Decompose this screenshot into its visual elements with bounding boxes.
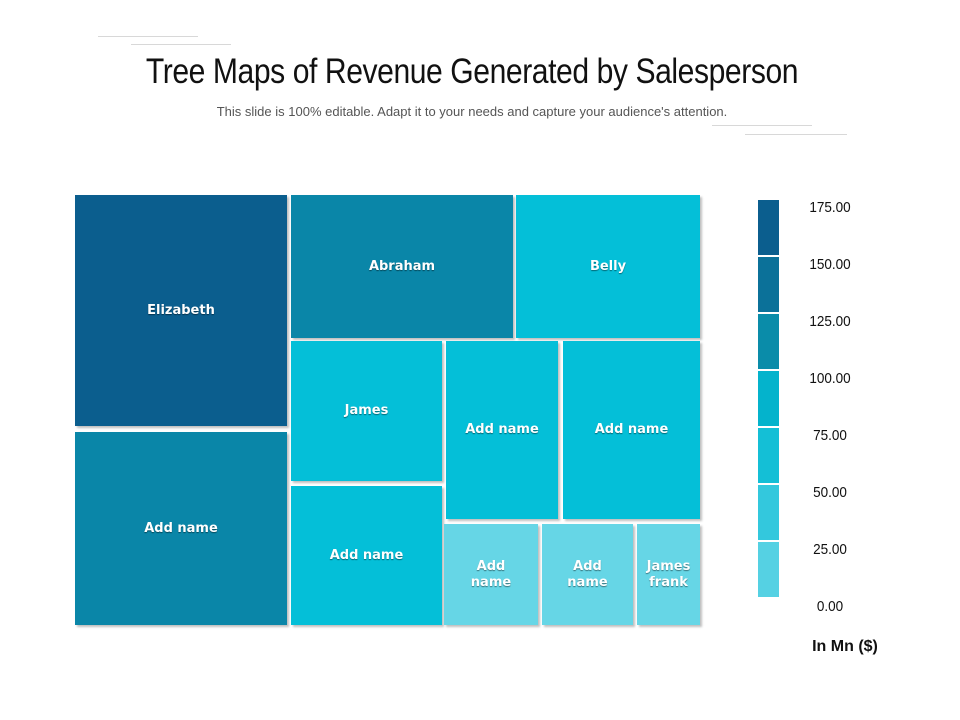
legend-tick-label: 175.00 — [809, 199, 851, 216]
treemap-tile: Add name — [542, 524, 633, 625]
legend-unit: In Mn ($) — [812, 638, 878, 655]
decor-line — [745, 134, 847, 135]
tile-label: Belly — [589, 258, 627, 274]
chart-subtitle: This slide is 100% editable. Adapt it to… — [216, 104, 728, 119]
tile-label: Add name — [144, 520, 218, 536]
legend-swatch — [758, 314, 779, 369]
treemap-tile: Add name — [291, 486, 442, 625]
legend-tick-label: 75.00 — [813, 427, 847, 444]
legend-tick-label: 125.00 — [809, 313, 851, 330]
tile-label: Elizabeth — [147, 302, 215, 318]
treemap-tile: Add name — [446, 341, 558, 519]
treemap-tile: Add name — [75, 432, 287, 625]
treemap-tile: Belly — [516, 195, 700, 338]
tile-label: Add name — [567, 558, 608, 590]
treemap-tile: Elizabeth — [75, 195, 287, 426]
decor-line — [131, 44, 231, 45]
treemap-tile: James — [291, 341, 442, 481]
treemap-tile: Add name — [444, 524, 538, 625]
legend-tick-label: 0.00 — [816, 598, 844, 615]
tile-label: Abraham — [368, 258, 436, 274]
tile-label: Add name — [465, 422, 539, 437]
tile-label: Add name — [470, 558, 512, 590]
tile-label: Add name — [329, 547, 404, 563]
tile-label: James frank — [646, 558, 691, 590]
tile-label: Add name — [594, 422, 669, 437]
legend-tick-label: 150.00 — [809, 256, 851, 273]
legend-tick-label: 25.00 — [813, 541, 847, 558]
legend-swatch — [758, 485, 779, 540]
legend-swatch — [758, 542, 779, 597]
treemap-tile: Add name — [563, 341, 700, 519]
legend-swatch — [758, 200, 779, 255]
legend-swatch — [758, 257, 779, 312]
legend-tick-label: 50.00 — [813, 484, 847, 501]
legend-swatch — [758, 428, 779, 483]
decor-line — [712, 125, 812, 126]
treemap-tile: James frank — [637, 524, 700, 625]
legend-swatch — [758, 371, 779, 426]
legend-tick-label: 100.00 — [809, 370, 851, 387]
chart-title: Tree Maps of Revenue Generated by Salesp… — [145, 52, 799, 91]
decor-line — [98, 36, 198, 37]
tile-label: James — [344, 403, 389, 418]
treemap-tile: Abraham — [291, 195, 513, 338]
